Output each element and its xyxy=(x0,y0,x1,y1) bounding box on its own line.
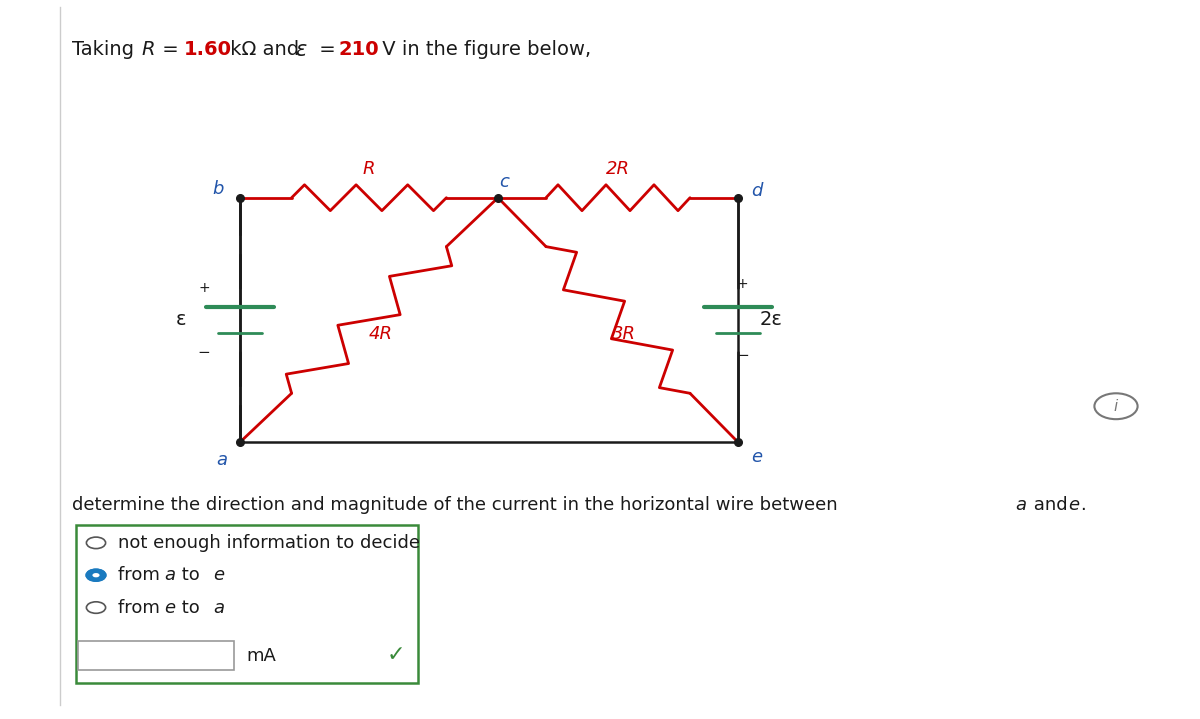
Text: e: e xyxy=(164,598,175,617)
Text: i: i xyxy=(1114,399,1118,413)
Text: e: e xyxy=(1068,496,1079,514)
Text: determine the direction and magnitude of the current in the horizontal wire betw: determine the direction and magnitude of… xyxy=(72,496,844,514)
Circle shape xyxy=(86,569,106,581)
Text: .: . xyxy=(1080,496,1086,514)
Text: 4R: 4R xyxy=(370,325,394,344)
Text: a: a xyxy=(1015,496,1026,514)
Text: =: = xyxy=(313,40,342,58)
Text: R: R xyxy=(362,160,376,178)
Text: ✓: ✓ xyxy=(386,645,406,665)
Text: 210: 210 xyxy=(338,40,379,58)
Text: to: to xyxy=(176,566,205,585)
Text: c: c xyxy=(499,173,509,191)
Text: R: R xyxy=(142,40,155,58)
Text: e: e xyxy=(214,566,224,585)
Text: 2R: 2R xyxy=(606,160,630,178)
Text: −: − xyxy=(198,345,210,360)
Circle shape xyxy=(92,573,100,577)
Text: d: d xyxy=(751,181,763,200)
Circle shape xyxy=(86,569,106,581)
Text: from: from xyxy=(118,598,166,617)
Text: e: e xyxy=(751,447,763,466)
FancyBboxPatch shape xyxy=(76,525,418,683)
Text: not enough information to decide: not enough information to decide xyxy=(118,533,420,552)
Text: a: a xyxy=(216,451,228,470)
Text: ε: ε xyxy=(175,311,186,329)
Text: kΩ and: kΩ and xyxy=(224,40,306,58)
Text: 2ε: 2ε xyxy=(760,311,782,329)
Text: from: from xyxy=(118,566,166,585)
Text: +: + xyxy=(737,277,749,291)
Text: to: to xyxy=(176,598,205,617)
Text: V in the figure below,: V in the figure below, xyxy=(376,40,590,58)
Text: and: and xyxy=(1028,496,1074,514)
Text: mA: mA xyxy=(246,646,276,665)
FancyBboxPatch shape xyxy=(78,641,234,670)
Text: a: a xyxy=(214,598,224,617)
Text: 3R: 3R xyxy=(612,325,636,344)
Text: +: + xyxy=(198,280,210,295)
Text: ε: ε xyxy=(295,40,306,60)
Text: =: = xyxy=(156,40,185,58)
Text: a: a xyxy=(164,566,175,585)
Text: b: b xyxy=(212,180,224,198)
Text: 1.60: 1.60 xyxy=(184,40,232,58)
Text: Taking: Taking xyxy=(72,40,140,58)
Text: −: − xyxy=(737,349,749,363)
